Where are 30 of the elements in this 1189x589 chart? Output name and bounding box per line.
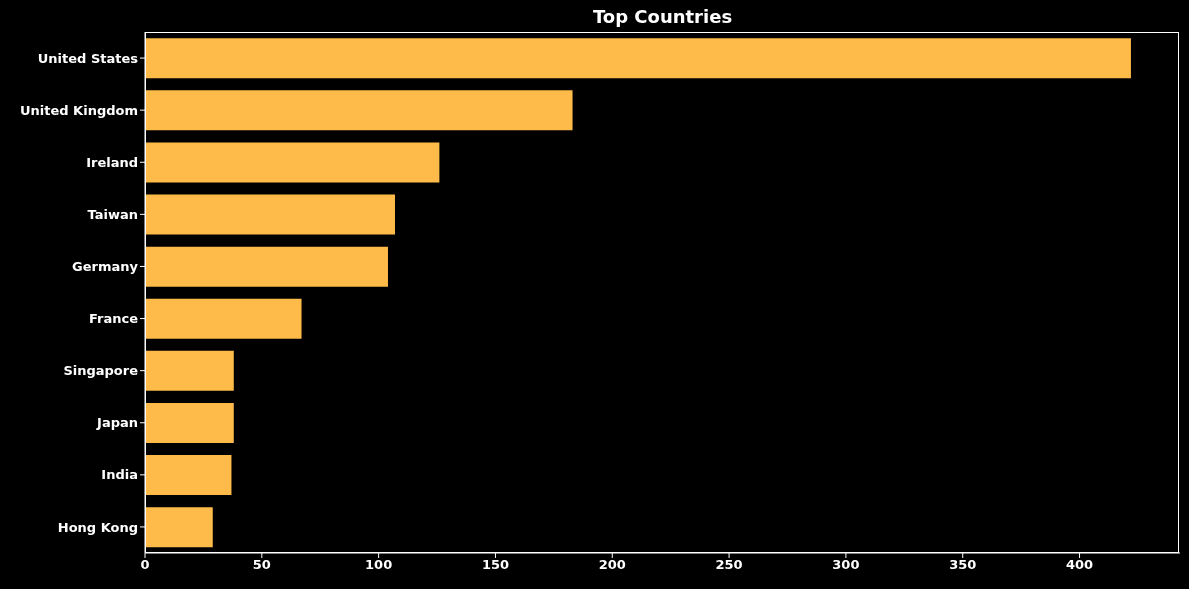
y-tick-label: Ireland [86,154,138,170]
bar [145,402,234,443]
x-tick-label: 0 [140,557,150,573]
y-tick-label: Hong Kong [57,519,138,535]
y-tick-label: France [88,311,139,327]
bar [145,194,395,235]
x-tick-label: 350 [949,557,977,573]
y-tick-label: India [101,467,138,483]
bar [145,142,440,183]
bar [145,38,1131,79]
chart-title: Top Countries [591,6,734,27]
x-tick-label: 300 [832,557,860,573]
y-tick-label: Singapore [63,363,139,379]
x-tick-label: 250 [715,557,743,573]
y-tick-label: United Kingdom [19,102,138,118]
x-tick-label: 50 [252,557,271,573]
y-tick-label: United States [37,50,139,66]
bar [145,298,302,339]
y-tick-label: Japan [96,415,138,431]
x-tick-label: 100 [365,557,393,573]
bar [145,507,213,548]
bar [145,455,232,496]
x-tick-label: 400 [1065,557,1094,573]
x-tick-label: 150 [481,557,510,573]
bar [145,246,388,287]
y-tick-label: Germany [72,259,139,275]
bar [145,90,573,131]
y-tick-label: Taiwan [87,206,138,222]
x-tick-label: 200 [598,557,626,573]
bar [145,350,234,391]
